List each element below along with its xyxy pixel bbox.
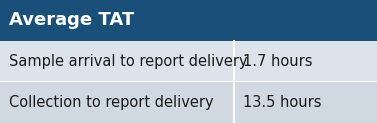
Text: Average TAT: Average TAT	[9, 11, 135, 29]
FancyBboxPatch shape	[0, 82, 377, 123]
Text: Collection to report delivery: Collection to report delivery	[9, 95, 214, 110]
Text: 1.7 hours: 1.7 hours	[243, 54, 313, 69]
FancyBboxPatch shape	[0, 0, 377, 41]
Text: 13.5 hours: 13.5 hours	[243, 95, 322, 110]
Text: Sample arrival to report delivery: Sample arrival to report delivery	[9, 54, 248, 69]
FancyBboxPatch shape	[0, 41, 377, 81]
